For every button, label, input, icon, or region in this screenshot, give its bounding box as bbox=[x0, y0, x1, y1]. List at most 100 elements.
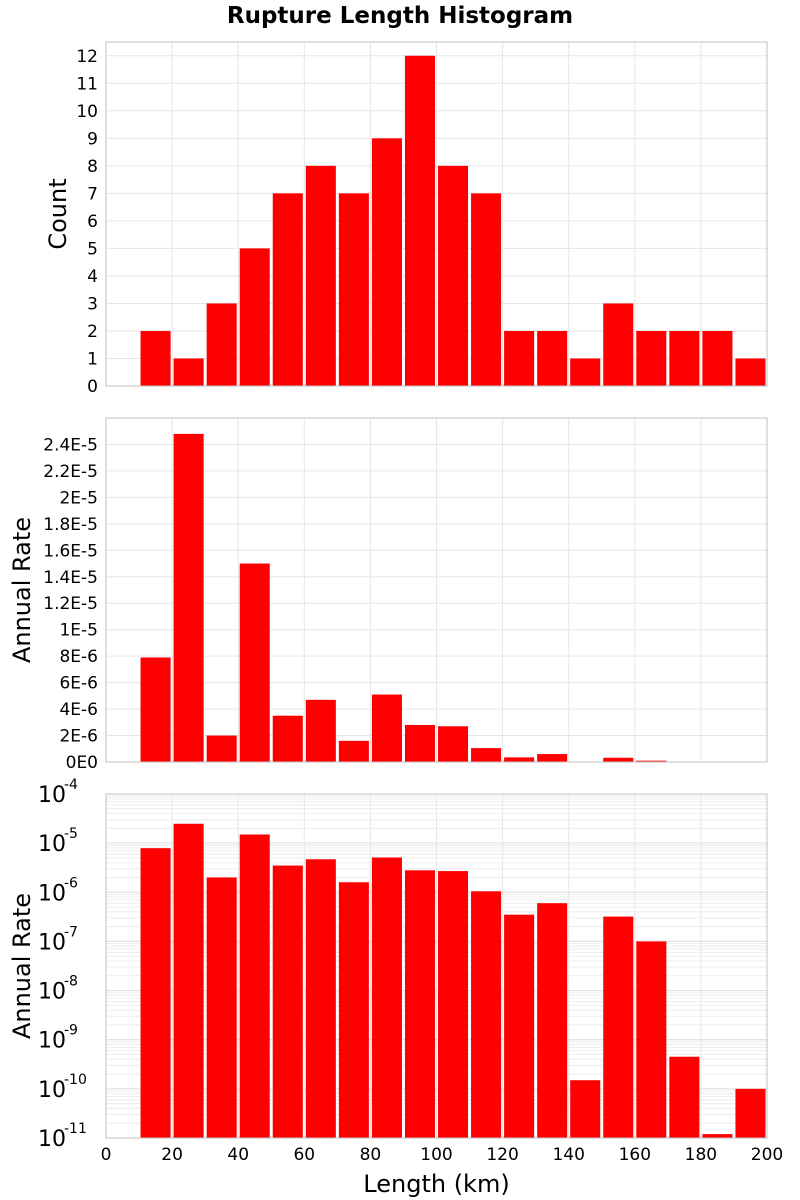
y-axis-label: Annual Rate bbox=[8, 517, 36, 663]
histogram-bar bbox=[702, 1134, 733, 1138]
x-tick-label: 180 bbox=[685, 1145, 717, 1165]
histogram-bar bbox=[471, 193, 502, 386]
y-tick-label-base: 10 bbox=[38, 1127, 66, 1152]
histogram-bar bbox=[537, 903, 568, 1138]
y-tick-label: 0 bbox=[87, 377, 98, 397]
y-tick-label-exponent: -9 bbox=[64, 1023, 78, 1039]
histogram-bar bbox=[537, 330, 568, 386]
y-tick-label-exponent: -11 bbox=[64, 1121, 87, 1137]
histogram-bar bbox=[471, 891, 502, 1138]
x-tick-label: 40 bbox=[227, 1145, 249, 1165]
histogram-bar bbox=[735, 1088, 766, 1138]
y-tick-label: 2E-6 bbox=[59, 727, 98, 747]
y-tick-label-exponent: -7 bbox=[64, 924, 78, 940]
histogram-bar bbox=[140, 330, 171, 386]
y-axis-label: Count bbox=[44, 178, 72, 249]
histogram-bar bbox=[239, 834, 270, 1138]
histogram-bar bbox=[438, 165, 469, 386]
histogram-bar bbox=[669, 330, 700, 386]
y-tick-label: 1.2E-5 bbox=[43, 594, 98, 614]
y-tick-label-base: 10 bbox=[38, 1029, 66, 1054]
y-tick-label: 4 bbox=[87, 267, 98, 287]
histogram-bar bbox=[438, 726, 469, 762]
y-tick-label: 11 bbox=[76, 74, 98, 94]
histogram-bar bbox=[272, 865, 303, 1138]
histogram-bar bbox=[404, 870, 435, 1138]
x-tick-label: 60 bbox=[293, 1145, 315, 1165]
histogram-bar bbox=[371, 857, 402, 1138]
chart-title: Rupture Length Histogram bbox=[226, 3, 574, 29]
x-tick-label: 100 bbox=[420, 1145, 452, 1165]
histogram-bar bbox=[338, 193, 369, 386]
y-tick-label: 1.4E-5 bbox=[43, 568, 98, 588]
histogram-bar bbox=[504, 914, 535, 1138]
y-tick-label: 6E-6 bbox=[59, 674, 98, 694]
y-tick-label: 2.2E-5 bbox=[43, 462, 98, 482]
plot-frame bbox=[105, 793, 768, 1139]
x-tick-label: 160 bbox=[619, 1145, 651, 1165]
y-tick-label: 9 bbox=[87, 129, 98, 149]
x-tick-label: 20 bbox=[161, 1145, 183, 1165]
histogram-bar bbox=[173, 823, 204, 1138]
y-tick-label-exponent: -10 bbox=[64, 1072, 87, 1088]
histogram-bar bbox=[636, 760, 667, 762]
histogram-bar bbox=[603, 303, 634, 386]
histogram-bar bbox=[603, 916, 634, 1138]
y-axis-label: Annual Rate bbox=[8, 893, 36, 1039]
x-tick-label: 80 bbox=[360, 1145, 382, 1165]
histogram-bar bbox=[404, 55, 435, 386]
histogram-bar bbox=[504, 330, 535, 386]
y-tick-label: 5 bbox=[87, 239, 98, 259]
y-tick-label-base: 10 bbox=[38, 980, 66, 1005]
histogram-bar bbox=[570, 358, 601, 386]
histogram-bar bbox=[239, 563, 270, 762]
annual-rate-log-panel: 10-410-510-610-710-810-910-1010-11Annual… bbox=[8, 777, 783, 1198]
y-tick-label-exponent: -4 bbox=[64, 777, 78, 793]
histogram-bar bbox=[272, 193, 303, 386]
y-tick-label-base: 10 bbox=[38, 881, 66, 906]
histogram-bar bbox=[504, 757, 535, 762]
histogram-bar bbox=[140, 848, 171, 1138]
y-tick-label: 8 bbox=[87, 157, 98, 177]
y-tick-label: 2.4E-5 bbox=[43, 435, 98, 455]
y-tick-label: 1.6E-5 bbox=[43, 541, 98, 561]
histogram-bar bbox=[702, 330, 733, 386]
histogram-bar bbox=[603, 757, 634, 762]
y-tick-label: 8E-6 bbox=[59, 647, 98, 667]
histogram-bar bbox=[735, 358, 766, 386]
y-tick-label: 2 bbox=[87, 322, 98, 342]
histogram-bar bbox=[305, 859, 336, 1138]
y-tick-label: 7 bbox=[87, 184, 98, 204]
y-tick-label: 1.8E-5 bbox=[43, 515, 98, 535]
y-tick-label: 1E-5 bbox=[59, 621, 98, 641]
histogram-bar bbox=[338, 740, 369, 762]
x-tick-label: 140 bbox=[552, 1145, 584, 1165]
y-tick-label: 3 bbox=[87, 294, 98, 314]
histogram-bar bbox=[404, 724, 435, 762]
y-tick-label: 1 bbox=[87, 349, 98, 369]
histogram-bar bbox=[371, 138, 402, 386]
histogram-bar bbox=[140, 657, 171, 762]
plot-frame bbox=[105, 417, 768, 763]
histogram-bar bbox=[305, 699, 336, 762]
x-tick-label: 200 bbox=[751, 1145, 783, 1165]
y-tick-label-base: 10 bbox=[38, 783, 66, 808]
plot-frame bbox=[105, 41, 768, 387]
y-tick-label: 10 bbox=[76, 102, 98, 122]
histogram-bar bbox=[471, 748, 502, 762]
y-tick-label-exponent: -8 bbox=[64, 974, 78, 990]
x-tick-label: 120 bbox=[486, 1145, 518, 1165]
histogram-bar bbox=[636, 941, 667, 1138]
histogram-bar bbox=[669, 1056, 700, 1138]
y-tick-label-exponent: -6 bbox=[64, 875, 78, 891]
histogram-bar bbox=[272, 715, 303, 762]
histogram-bar bbox=[173, 433, 204, 762]
annual-rate-linear-panel: 0E0 2E-6 4E-6 6E-6 8E-6 1E-5 1.2E-5 1.4E-5 1.6E-… bbox=[8, 417, 768, 773]
histogram-bar bbox=[206, 735, 237, 762]
y-tick-label: 0E0 bbox=[66, 753, 98, 773]
histogram-bar bbox=[570, 1080, 601, 1138]
y-tick-label-base: 10 bbox=[38, 832, 66, 857]
y-tick-label: 2E-5 bbox=[59, 488, 98, 508]
